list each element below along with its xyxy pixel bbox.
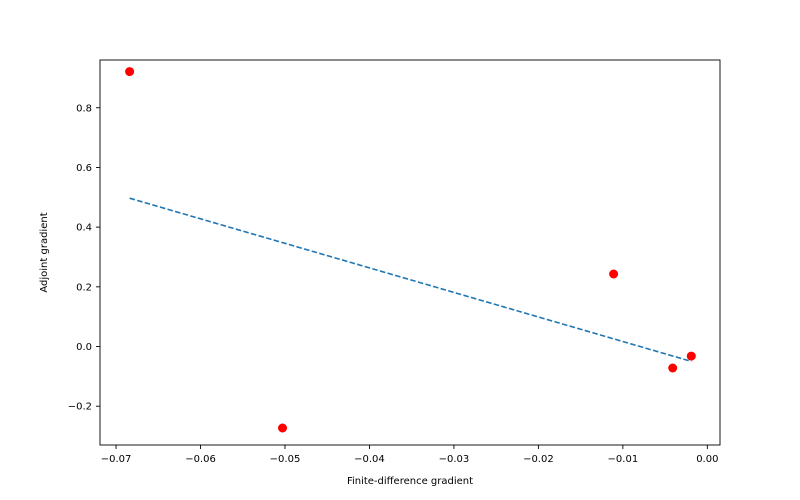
x-axis-label: Finite-difference gradient <box>347 476 473 487</box>
data-point <box>668 363 678 373</box>
data-point <box>686 351 696 361</box>
y-tick-label: −0.2 <box>68 402 92 413</box>
data-point <box>278 423 287 433</box>
x-tick-label: −0.01 <box>608 454 639 465</box>
x-tick-label: 0.00 <box>696 454 718 465</box>
data-point <box>609 269 619 279</box>
y-tick-label: 0.6 <box>76 163 92 174</box>
y-tick-label: 0.2 <box>76 282 92 293</box>
y-tick-label: 0.8 <box>76 103 92 114</box>
x-tick-label: −0.07 <box>101 454 132 465</box>
y-tick-label: 0.0 <box>76 342 92 353</box>
x-tick-label: −0.03 <box>439 454 470 465</box>
plot-area <box>125 67 696 433</box>
x-tick-label: −0.05 <box>270 454 301 465</box>
x-tick-label: −0.04 <box>354 454 385 465</box>
y-tick-label: 0.4 <box>76 223 92 234</box>
trend-line <box>129 197 692 363</box>
x-tick-label: −0.06 <box>185 454 216 465</box>
y-axis-label: Adjoint gradient <box>39 212 50 292</box>
data-point <box>125 67 135 77</box>
plot-frame <box>99 59 721 446</box>
x-tick-label: −0.02 <box>523 454 554 465</box>
axes: −0.07 −0.06 −0.05 −0.04 −0.03 −0.02 −0.01 0.00 −… <box>68 59 721 465</box>
